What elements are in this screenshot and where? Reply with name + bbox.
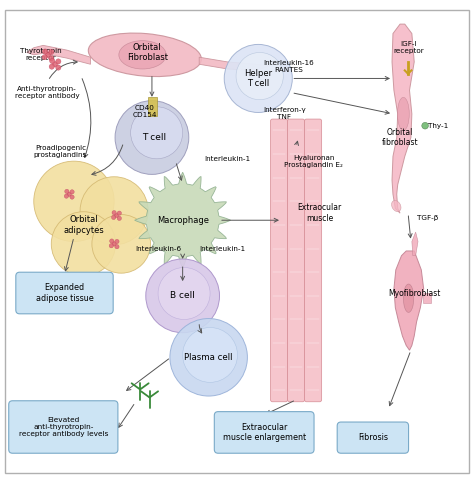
Circle shape (112, 242, 116, 246)
Circle shape (80, 177, 148, 245)
Circle shape (67, 192, 72, 197)
Polygon shape (199, 57, 270, 71)
Circle shape (46, 52, 51, 57)
Text: Myofibroblast: Myofibroblast (388, 289, 440, 298)
Text: Orbital
fibroblast: Orbital fibroblast (382, 128, 419, 147)
Circle shape (92, 214, 151, 273)
FancyBboxPatch shape (5, 10, 469, 473)
Text: Extraocular
muscle: Extraocular muscle (298, 203, 342, 223)
Circle shape (109, 239, 114, 243)
Circle shape (112, 211, 116, 215)
Circle shape (117, 216, 121, 220)
Text: IGF-I
receptor: IGF-I receptor (393, 41, 424, 54)
Text: Elevated
anti-thyrotropin-
receptor antibody levels: Elevated anti-thyrotropin- receptor anti… (18, 417, 108, 437)
Circle shape (131, 107, 182, 159)
Circle shape (224, 44, 292, 113)
Text: Interleukin-1: Interleukin-1 (204, 156, 250, 162)
Circle shape (42, 55, 47, 60)
Circle shape (53, 62, 58, 67)
Text: Orbital
adipcytes: Orbital adipcytes (63, 215, 104, 235)
FancyBboxPatch shape (148, 98, 156, 116)
Ellipse shape (119, 41, 166, 69)
Circle shape (50, 58, 55, 64)
Text: Orbital
Fibroblast: Orbital Fibroblast (127, 43, 168, 62)
Circle shape (70, 195, 74, 199)
Circle shape (56, 65, 61, 70)
Circle shape (115, 240, 119, 243)
Text: B cell: B cell (170, 291, 195, 300)
FancyBboxPatch shape (305, 119, 321, 402)
Circle shape (51, 212, 116, 276)
FancyBboxPatch shape (9, 401, 118, 453)
Circle shape (170, 318, 247, 396)
FancyBboxPatch shape (337, 422, 409, 453)
Text: Expanded
adipose tissue: Expanded adipose tissue (36, 284, 93, 303)
FancyBboxPatch shape (288, 119, 305, 402)
Polygon shape (394, 251, 424, 350)
Circle shape (115, 100, 189, 174)
Text: Thy-1: Thy-1 (428, 123, 449, 128)
Circle shape (65, 189, 69, 194)
Circle shape (422, 122, 428, 129)
Circle shape (70, 190, 74, 194)
Circle shape (109, 243, 113, 248)
Polygon shape (423, 294, 431, 303)
Circle shape (49, 49, 54, 55)
Circle shape (146, 259, 219, 333)
Circle shape (114, 213, 118, 218)
Circle shape (158, 268, 210, 319)
Text: Extraocular
muscle enlargement: Extraocular muscle enlargement (223, 423, 306, 442)
FancyBboxPatch shape (214, 412, 314, 453)
Ellipse shape (392, 200, 401, 212)
Circle shape (56, 59, 61, 64)
Circle shape (34, 161, 114, 242)
Circle shape (117, 211, 121, 215)
Text: Hyaluronan
Prostaglandin E₂: Hyaluronan Prostaglandin E₂ (284, 155, 343, 168)
Polygon shape (27, 45, 91, 64)
Circle shape (111, 215, 116, 220)
Text: Interferon-γ
TNF: Interferon-γ TNF (263, 107, 306, 120)
Circle shape (115, 244, 119, 249)
Text: Fibrosis: Fibrosis (358, 433, 388, 442)
Text: T cell: T cell (142, 133, 166, 142)
Ellipse shape (403, 284, 414, 313)
FancyBboxPatch shape (16, 272, 113, 314)
Text: CD40
CD154: CD40 CD154 (133, 105, 157, 118)
Circle shape (64, 194, 69, 198)
Text: Anti-thyrotropin-
receptor antibody: Anti-thyrotropin- receptor antibody (15, 86, 80, 99)
Polygon shape (135, 172, 231, 268)
Circle shape (49, 64, 55, 69)
Text: Proadipogenic
prostaglandins: Proadipogenic prostaglandins (34, 145, 87, 158)
Text: TGF-β: TGF-β (417, 215, 438, 221)
Text: Interleukin-1: Interleukin-1 (199, 245, 246, 252)
Text: Plasma cell: Plasma cell (184, 353, 233, 362)
Circle shape (182, 327, 237, 383)
Ellipse shape (88, 33, 201, 77)
Text: Macrophage: Macrophage (156, 216, 209, 225)
Polygon shape (392, 24, 414, 213)
FancyBboxPatch shape (271, 119, 288, 402)
Circle shape (49, 56, 54, 61)
Text: Interleukin-6: Interleukin-6 (136, 245, 182, 252)
Text: Interleukin-16
RANTES: Interleukin-16 RANTES (263, 60, 314, 73)
Ellipse shape (398, 98, 409, 130)
Circle shape (236, 53, 283, 99)
Text: Helper
T cell: Helper T cell (244, 69, 273, 88)
Text: Thyrotropin
receptor: Thyrotropin receptor (19, 48, 61, 61)
Polygon shape (412, 232, 418, 256)
Circle shape (43, 49, 48, 54)
